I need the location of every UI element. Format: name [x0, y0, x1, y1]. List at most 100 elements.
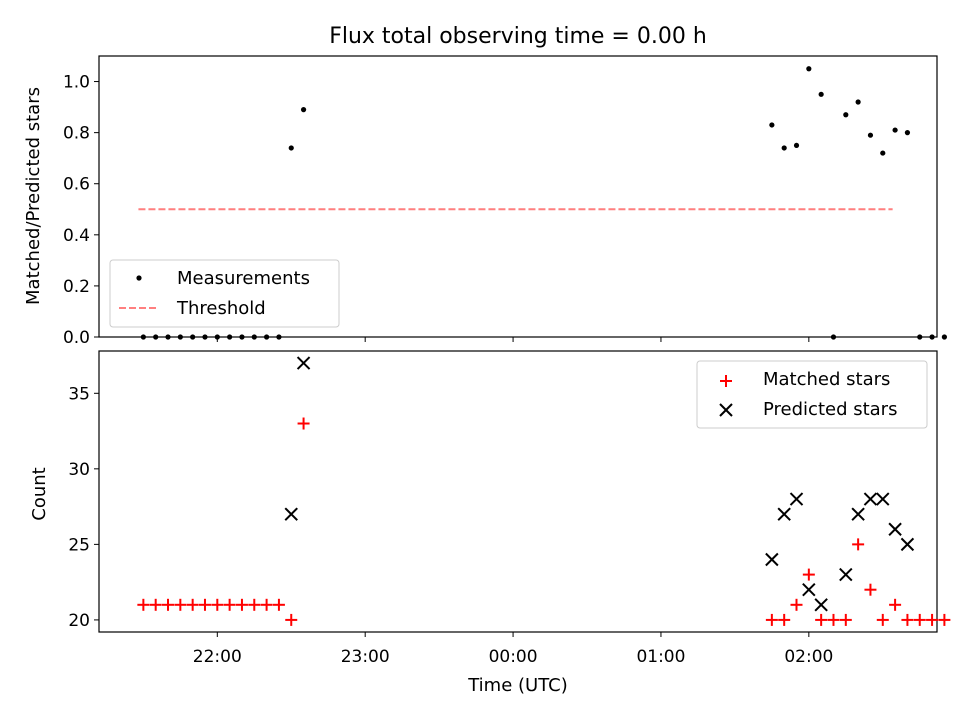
- predicted-stars-point: [765, 552, 779, 567]
- matched-stars-point: [137, 598, 150, 611]
- measurement-point: [843, 112, 849, 118]
- bottom-ytick-label: 35: [68, 384, 90, 404]
- predicted-stars-point: [802, 582, 816, 597]
- top-ytick-label: 0.2: [63, 277, 90, 297]
- matched-stars-point: [876, 613, 889, 626]
- measurement-point: [251, 334, 257, 340]
- predicted-stars-point: [814, 598, 828, 612]
- measurement-point: [892, 127, 898, 133]
- top-legend-frame: [109, 259, 340, 328]
- bottom-legend: Matched stars Predicted stars: [696, 360, 928, 429]
- top-ytick-label: 0.4: [63, 226, 90, 246]
- measurement-point: [793, 142, 800, 149]
- matched-stars-point: [297, 417, 310, 430]
- legend-label-predicted: Predicted stars: [763, 399, 897, 420]
- matched-stars-point: [765, 613, 778, 626]
- bottom-panel: 20 25 30 35 22:00 23:00 00:00 01:00 02:00: [68, 350, 951, 667]
- predicted-stars-point: [888, 522, 902, 536]
- matched-stars-point: [162, 598, 175, 611]
- measurement-point: [769, 122, 775, 128]
- matched-stars-point: [285, 613, 298, 626]
- measurement-point: [190, 334, 196, 340]
- measurement-point: [904, 130, 911, 136]
- legend-label-measurements: Measurements: [177, 268, 310, 289]
- matched-stars-point: [864, 583, 877, 596]
- matched-stars-point: [149, 598, 162, 611]
- legend-label-threshold: Threshold: [176, 298, 266, 319]
- matched-stars-point: [198, 598, 211, 611]
- matched-stars-point: [790, 598, 803, 611]
- bottom-axes-frame: [98, 350, 938, 633]
- predicted-stars-point: [296, 356, 311, 370]
- matched-stars-point: [802, 568, 815, 581]
- matched-stars-point: [926, 613, 939, 626]
- predicted-stars-point: [876, 492, 890, 506]
- matched-stars-point: [260, 598, 273, 611]
- measurement-point: [264, 334, 270, 340]
- matched-stars-point: [186, 598, 199, 611]
- chart-title: Flux total observing time = 0.00 h: [329, 24, 707, 49]
- predicted-stars-point: [900, 537, 915, 552]
- top-legend: Measurements Threshold: [109, 259, 340, 328]
- matched-stars-point: [235, 598, 248, 611]
- xtick-label: 00:00: [489, 647, 538, 667]
- measurement-point: [140, 334, 146, 340]
- measurement-point: [276, 334, 282, 340]
- matched-stars-point: [778, 613, 791, 626]
- matched-stars-point: [901, 613, 914, 626]
- measurement-point: [781, 145, 787, 151]
- measurement-point: [855, 99, 861, 105]
- bottom-ytick-label: 30: [68, 460, 90, 480]
- predicted-stars-point: [863, 492, 878, 506]
- measurement-point: [880, 150, 886, 156]
- predicted-stars-point: [789, 492, 804, 506]
- top-ytick-label: 0.8: [63, 124, 90, 144]
- measurement-point: [214, 334, 220, 340]
- matched-stars-point: [913, 613, 926, 626]
- top-panel: 0.0 0.2 0.4 0.6 0.8 1.0: [63, 55, 947, 348]
- matched-stars-point: [223, 598, 236, 611]
- measurement-point: [153, 334, 159, 340]
- measurement-point: [830, 334, 837, 340]
- bottom-ytick-label: 25: [68, 535, 90, 555]
- matched-stars-point: [815, 613, 828, 626]
- measurement-point: [177, 334, 183, 340]
- matched-stars-point: [852, 538, 865, 551]
- bottom-ytick-label: 20: [68, 611, 90, 631]
- top-ytick-label: 0.0: [63, 328, 90, 348]
- xtick-label: 22:00: [193, 647, 242, 667]
- measurement-point: [806, 66, 812, 72]
- matched-stars-point: [839, 613, 852, 626]
- matched-stars-point: [889, 598, 902, 611]
- top-axes-frame: [98, 55, 938, 338]
- predicted-stars-point: [851, 507, 865, 521]
- bottom-y-axis-label: Count: [29, 467, 50, 520]
- predicted-stars-point: [839, 567, 853, 582]
- measurement-point: [941, 334, 947, 340]
- x-axis-label: Time (UTC): [467, 675, 568, 696]
- matched-stars-point: [174, 598, 187, 611]
- legend-marker-measurements: [136, 275, 142, 281]
- measurement-point: [818, 91, 824, 97]
- measurement-point: [202, 334, 208, 340]
- xtick-label: 01:00: [636, 647, 685, 667]
- measurement-point: [867, 132, 874, 138]
- measurement-point: [917, 334, 923, 340]
- xtick-label: 02:00: [784, 647, 833, 667]
- measurement-point: [300, 107, 307, 113]
- matched-stars-point: [248, 598, 261, 611]
- matched-stars-point: [211, 598, 224, 611]
- matched-stars-point: [827, 613, 840, 626]
- measurement-point: [227, 334, 233, 340]
- matched-stars-point: [272, 598, 285, 611]
- legend-marker-predicted: [719, 403, 733, 417]
- top-ytick-label: 1.0: [63, 73, 90, 93]
- bottom-legend-frame: [696, 360, 928, 429]
- predicted-stars-point: [284, 507, 298, 521]
- measurement-point: [165, 334, 171, 340]
- top-y-axis-label: Matched/Predicted stars: [23, 87, 44, 305]
- top-ytick-label: 0.6: [63, 175, 90, 195]
- legend-marker-matched: [720, 375, 732, 387]
- legend-label-matched: Matched stars: [763, 369, 890, 390]
